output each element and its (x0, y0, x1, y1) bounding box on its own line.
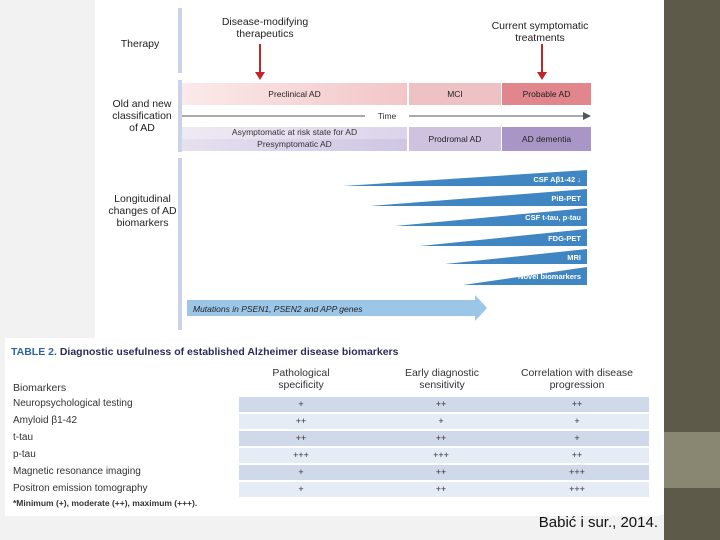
table-row (239, 414, 649, 429)
cell-path: ++ (295, 433, 307, 443)
disease-modifying-label: Disease-modifying therapeutics (221, 16, 309, 40)
table-row (239, 448, 649, 463)
biomarkers-label: Longitudinal changes of AD biomarkers (108, 193, 177, 229)
slide-right-decoration (664, 0, 720, 540)
cell-corr: +++ (569, 484, 585, 494)
cell-early: ++ (435, 484, 447, 494)
biomarker-label: CSF Aβ1-42 ↓ (533, 175, 581, 184)
ad-dementia-bar: AD dementia (502, 127, 591, 151)
table-footnote: *Minimum (+), moderate (++), maximum (++… (13, 498, 198, 508)
biomarker-table: TABLE 2. Diagnostic usefulness of establ… (5, 338, 660, 516)
cell-early: +++ (433, 450, 449, 460)
biomarker-label: Novel biomarkers (518, 272, 581, 281)
col-header-biomarkers: Biomarkers (13, 382, 67, 394)
cell-corr: ++ (571, 450, 583, 460)
row-label: Amyloid β1-42 (13, 415, 78, 426)
classification-label: Old and new classification of AD (112, 98, 172, 134)
cell-corr: + (574, 433, 580, 443)
cell-early: ++ (435, 433, 447, 443)
cell-early: ++ (435, 467, 447, 477)
therapy-label: Therapy (120, 38, 160, 50)
table-row (239, 431, 649, 446)
table-row (239, 397, 649, 412)
cell-path: + (298, 399, 304, 409)
cell-path: + (298, 484, 304, 494)
cell-path: +++ (293, 450, 309, 460)
row-label: p-tau (13, 449, 36, 460)
asymptomatic-bar: Asymptomatic at risk state for AD (182, 127, 407, 139)
col-header-path: Pathological specificity (272, 367, 330, 391)
cell-early: + (438, 416, 444, 426)
table-row (239, 482, 649, 497)
citation: Babić i sur., 2014. (538, 514, 658, 531)
cell-path: ++ (295, 416, 307, 426)
symptomatic-label: Current symptomatic treatments (491, 20, 589, 44)
row-label: Positron emission tomography (13, 483, 148, 494)
col-header-early: Early diagnostic sensitivity (404, 367, 480, 391)
cell-corr: +++ (569, 467, 585, 477)
biomarker-label: FDG-PET (548, 234, 581, 243)
mci-bar: MCI (409, 83, 501, 105)
row-label: Neuropsychological testing (13, 398, 133, 409)
biomarker-label: CSF t-tau, p-tau (525, 213, 581, 222)
therapy-arrows (255, 44, 547, 80)
biomarker-label: MRI (567, 253, 581, 262)
cell-corr: ++ (571, 399, 583, 409)
ad-timeline-figure: Therapy Disease-modifying therapeutics C… (95, 0, 605, 335)
preclinical-ad-bar: Preclinical AD (182, 83, 407, 105)
cell-path: + (298, 467, 304, 477)
biomarker-label: PiB-PET (551, 194, 581, 203)
presymptomatic-bar: Presymptomatic AD (182, 139, 407, 151)
cell-corr: + (574, 416, 580, 426)
table-title: TABLE 2. Diagnostic usefulness of establ… (11, 346, 399, 358)
prodromal-ad-bar: Prodromal AD (409, 127, 501, 151)
slide-bottom-margin (0, 515, 664, 540)
mutations-label: Mutations in PSEN1, PSEN2 and APP genes (193, 304, 363, 314)
table-row (239, 465, 649, 480)
time-label: Time (365, 111, 409, 121)
cell-early: ++ (435, 399, 447, 409)
col-header-corr: Correlation with disease progression (520, 367, 634, 391)
row-label: Magnetic resonance imaging (13, 466, 141, 477)
biomarker-wedges (187, 170, 587, 321)
row-label: t-tau (13, 432, 34, 443)
probable-ad-bar: Probable AD (502, 83, 591, 105)
